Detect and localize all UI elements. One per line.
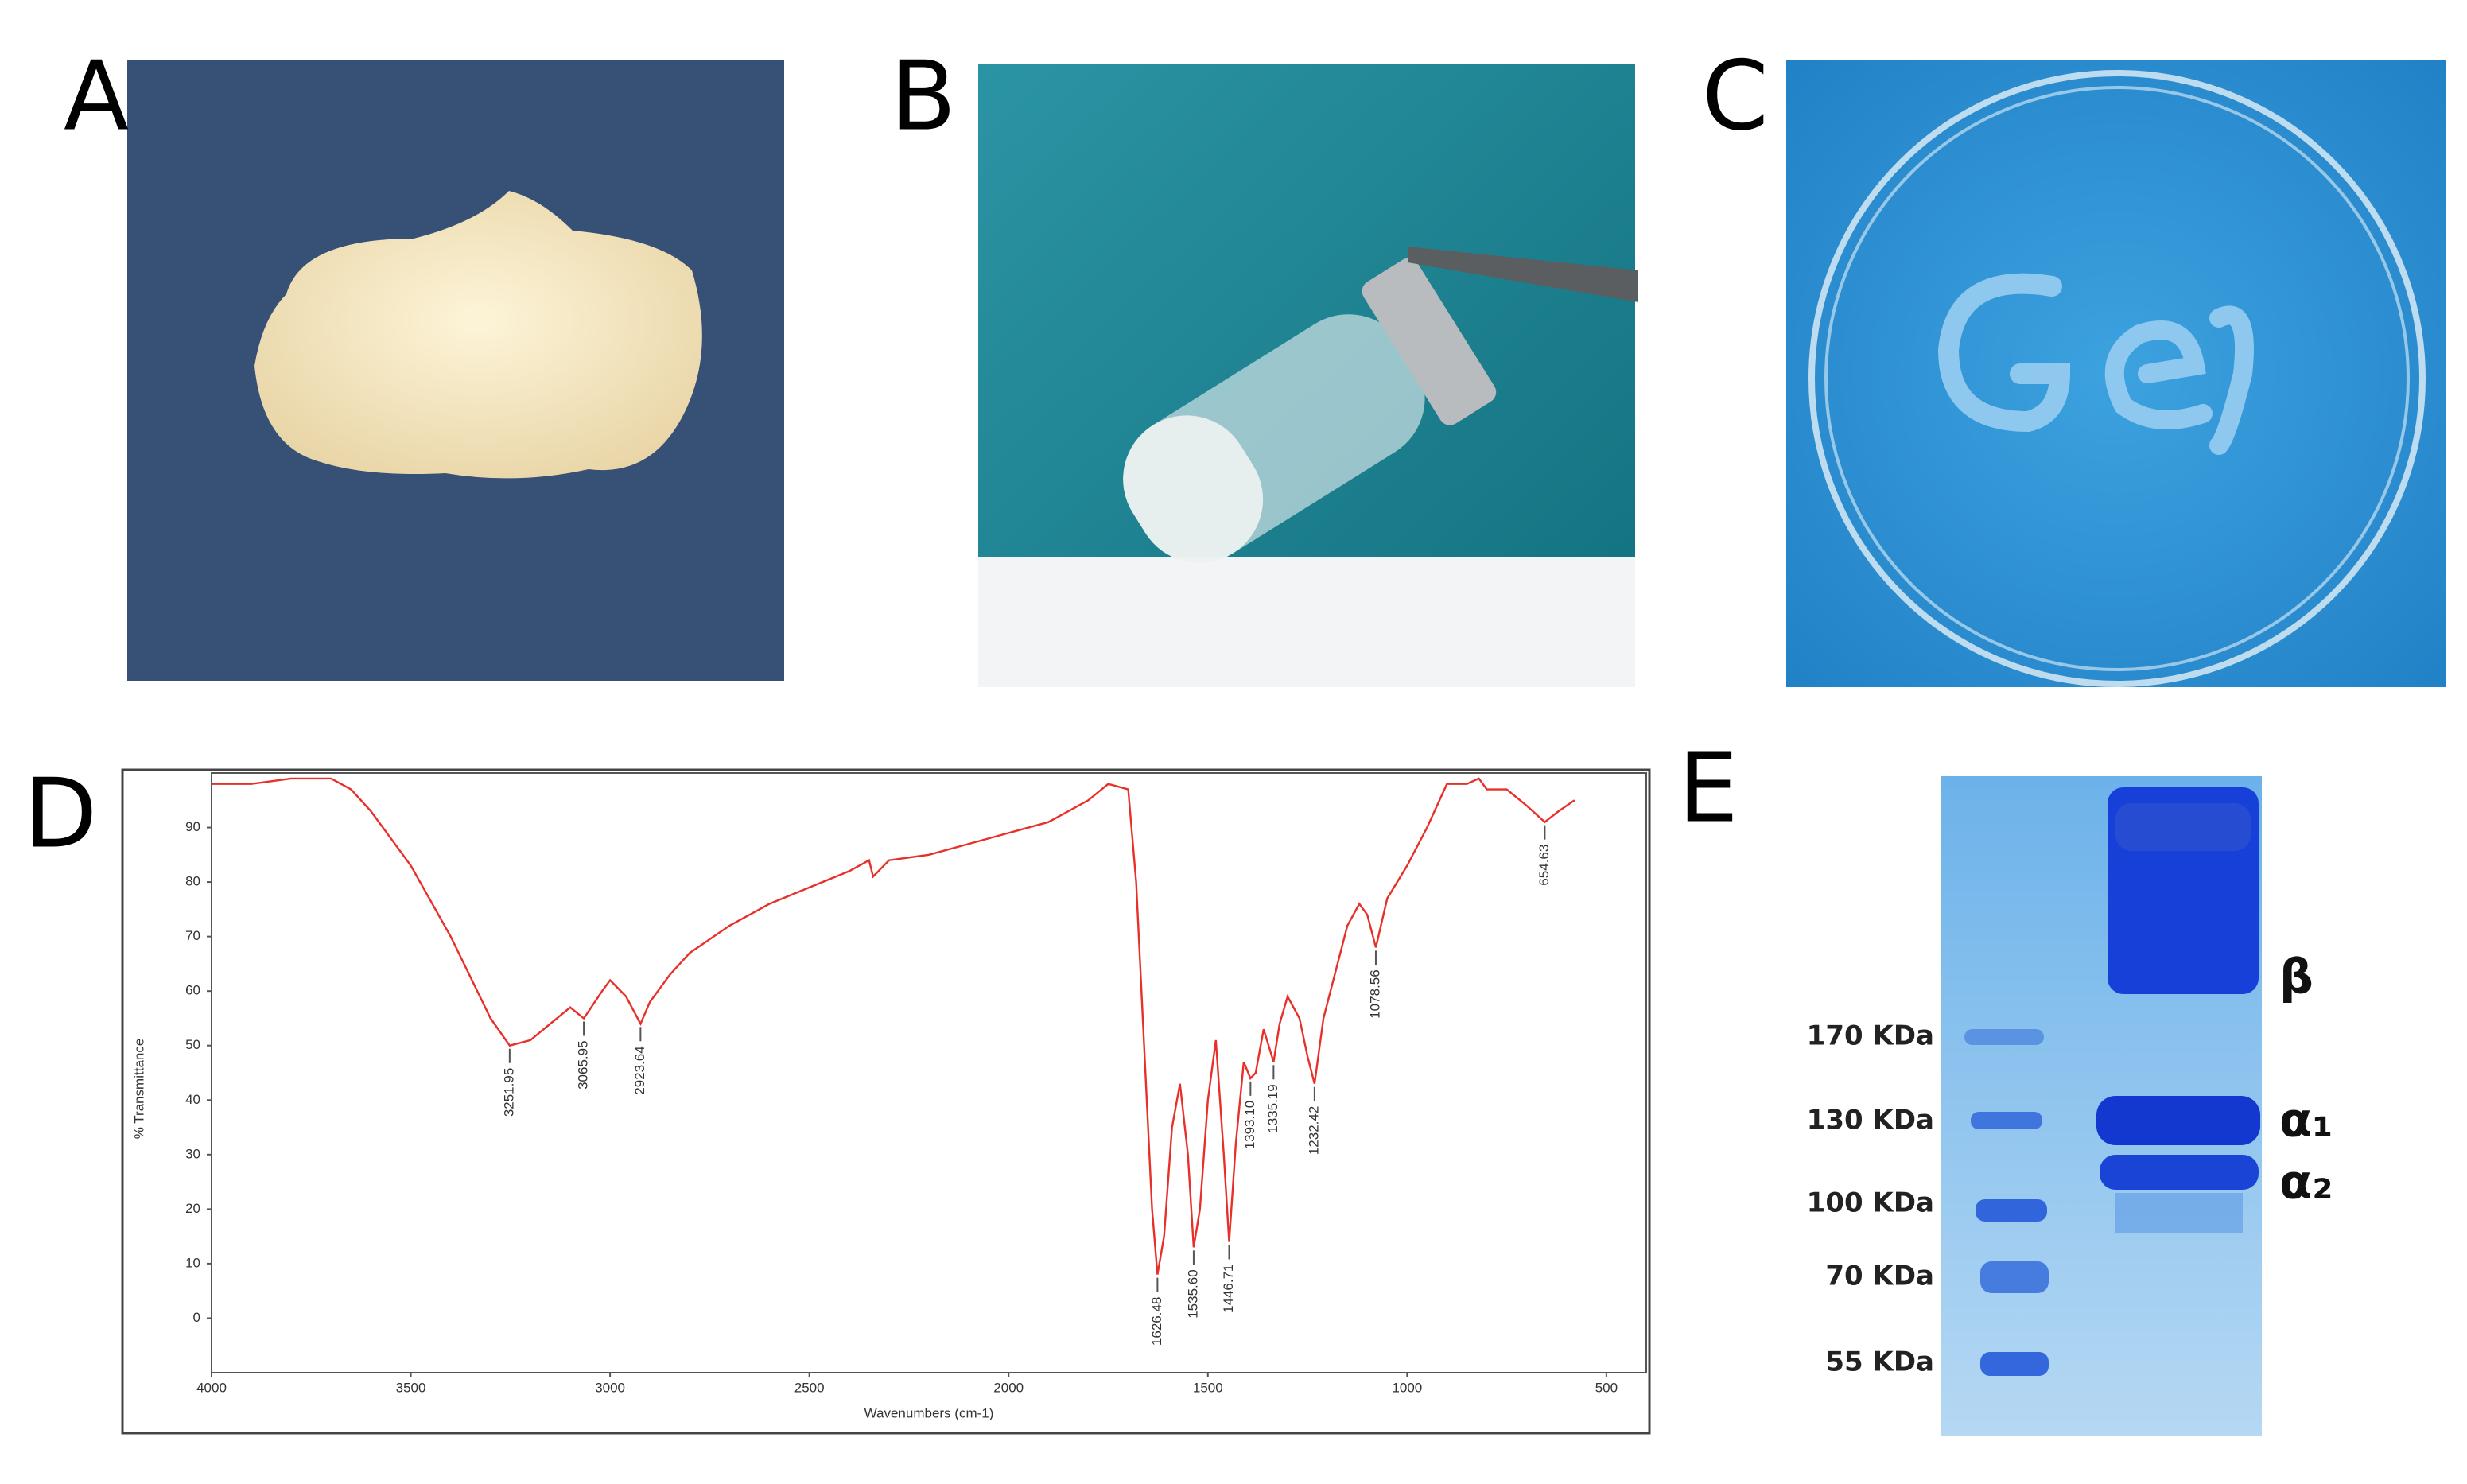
- peak-label: 3251.95: [501, 1068, 516, 1117]
- y-tick-label: 60: [185, 983, 200, 998]
- y-tick-label: 30: [185, 1146, 200, 1161]
- band-label: β: [2279, 950, 2314, 1005]
- x-tick-label: 1500: [1193, 1380, 1223, 1395]
- photo-b: [978, 64, 1638, 687]
- photo-c: [1786, 60, 2446, 687]
- peak-label: 654.63: [1537, 845, 1552, 886]
- marker-label: 100 KDa: [1807, 1187, 1934, 1219]
- x-tick-label: 3500: [396, 1380, 426, 1395]
- marker-label: 70 KDa: [1825, 1261, 1934, 1292]
- panel-label: B: [891, 42, 956, 153]
- gel-image: [1941, 776, 2262, 1436]
- peak-label: 1626.48: [1149, 1297, 1164, 1346]
- y-tick-label: 90: [185, 819, 200, 834]
- band-label: α₁: [2279, 1093, 2333, 1148]
- plot-area: [211, 772, 1647, 1373]
- y-tick-label: 80: [185, 874, 200, 889]
- spectrum-chart: 4000 3500 3000 2500 2000 1500 1000 500 0 10 20 30 40…: [131, 772, 1647, 1420]
- y-tick-label: 0: [193, 1310, 200, 1325]
- x-tick-label: 4000: [196, 1380, 227, 1395]
- x-tick-label: 1000: [1392, 1380, 1422, 1395]
- panel-label: A: [64, 42, 129, 153]
- spectrum-line: [212, 777, 1575, 1275]
- y-tick-label: 70: [185, 928, 200, 943]
- peak-label: 1335.19: [1265, 1084, 1280, 1132]
- y-tick-label: 10: [185, 1255, 200, 1270]
- peak-label: 3065.95: [576, 1040, 591, 1089]
- y-tick-label: 50: [185, 1037, 200, 1052]
- x-axis-label: Wavenumbers (cm-1): [864, 1405, 994, 1420]
- peak-label: 1393.10: [1242, 1101, 1257, 1149]
- panel-label: E: [1678, 734, 1739, 845]
- labels: A B C D E 170 KDa 130 KDa 100 KDa 70 KDa 55 KDa β α…: [24, 42, 2333, 1378]
- peak-label: 1232.42: [1306, 1106, 1321, 1155]
- x-tick-label: 3000: [595, 1380, 625, 1395]
- peak-label: 1078.56: [1367, 969, 1382, 1018]
- panel-label: C: [1702, 42, 1769, 153]
- marker-label: 170 KDa: [1807, 1020, 1934, 1052]
- peak-label: 1446.71: [1221, 1264, 1236, 1312]
- peak-label: 1535.60: [1185, 1269, 1200, 1318]
- chart-frame: [121, 768, 1651, 1435]
- panel-label: D: [24, 759, 97, 870]
- marker-label: 55 KDa: [1825, 1346, 1934, 1378]
- peak-label: 2923.64: [632, 1046, 647, 1094]
- x-tick-label: 2500: [794, 1380, 825, 1395]
- y-tick-label: 20: [185, 1201, 200, 1216]
- photo-a: [127, 60, 784, 681]
- y-axis-label: % Transmittance: [131, 1039, 146, 1140]
- marker-label: 130 KDa: [1807, 1105, 1934, 1136]
- y-tick-label: 40: [185, 1092, 200, 1107]
- band-label: α₂: [2279, 1155, 2333, 1210]
- x-tick-label: 2000: [993, 1380, 1024, 1395]
- x-tick-label: 500: [1595, 1380, 1618, 1395]
